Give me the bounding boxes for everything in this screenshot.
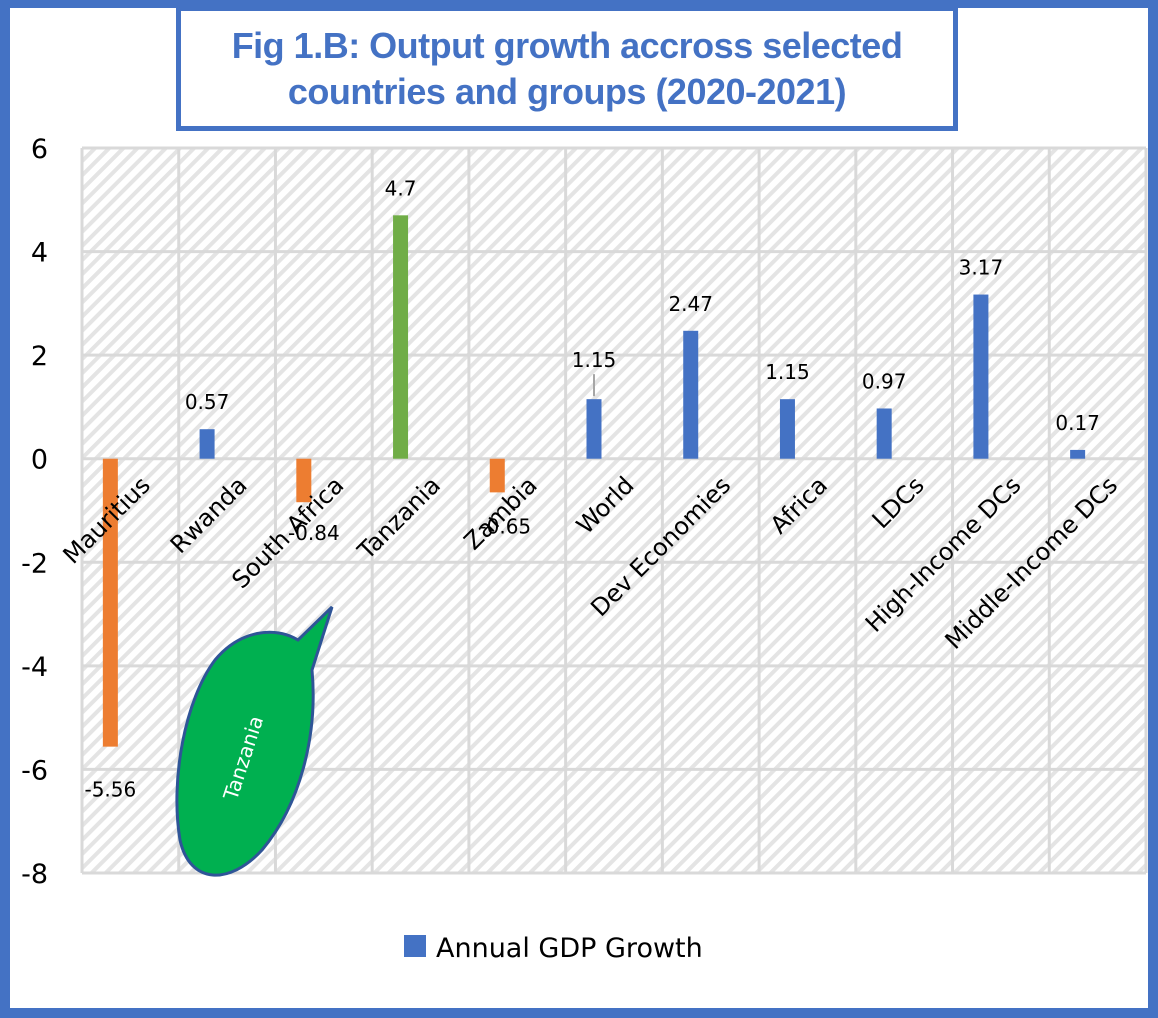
y-axis: 6 4 2 0 -2 -4 -6 -8 — [21, 134, 48, 890]
bar — [102, 458, 118, 747]
chart-title-line-1: Fig 1.B: Output growth accross selected — [231, 24, 903, 66]
bar — [1070, 449, 1086, 459]
data-label: 0.57 — [185, 390, 230, 414]
callout-shape — [175, 605, 334, 877]
y-tick-label: -6 — [21, 755, 48, 786]
data-label: 3.17 — [959, 256, 1004, 280]
y-tick-label: 6 — [31, 134, 48, 165]
data-label: 0.97 — [862, 369, 907, 393]
chart-title-box: Fig 1.B: Output growth accross selected … — [176, 6, 958, 131]
bar — [683, 330, 699, 459]
chart-title-line-2: countries and groups (2020-2021) — [287, 70, 847, 112]
legend-label: Annual GDP Growth — [436, 933, 703, 964]
bar — [489, 458, 505, 493]
bar — [779, 399, 795, 459]
chart-title: Fig 1.B: Output growth accross selected … — [232, 23, 903, 115]
y-tick-label: 4 — [31, 238, 48, 269]
data-label: 1.15 — [765, 360, 810, 384]
gridlines — [80, 146, 1148, 875]
bar — [586, 399, 602, 459]
data-label: -0.65 — [479, 514, 531, 538]
y-tick-label: -8 — [21, 859, 48, 890]
data-label: 1.15 — [572, 348, 617, 372]
data-labels: -5.56 0.57 -0.84 4.7 -0.65 1.15 2.47 1.15 0.97 3.… — [84, 176, 1099, 801]
data-label: -0.84 — [288, 521, 340, 545]
callout-bubble: Tanzania — [175, 605, 334, 877]
bar — [393, 215, 409, 459]
bar — [876, 408, 892, 459]
y-tick-label: 0 — [31, 445, 48, 476]
bar — [296, 458, 312, 503]
data-label: 4.7 — [385, 176, 417, 200]
bars — [102, 215, 1086, 747]
data-label: 0.17 — [1055, 411, 1100, 435]
bar — [199, 429, 215, 459]
data-label: -5.56 — [84, 778, 136, 802]
bar — [973, 294, 989, 459]
y-tick-label: -2 — [21, 548, 48, 579]
legend-swatch — [404, 935, 426, 957]
legend: Annual GDP Growth — [404, 933, 703, 964]
y-tick-label: -4 — [21, 652, 48, 683]
y-tick-label: 2 — [31, 341, 48, 372]
data-label: 2.47 — [668, 292, 713, 316]
